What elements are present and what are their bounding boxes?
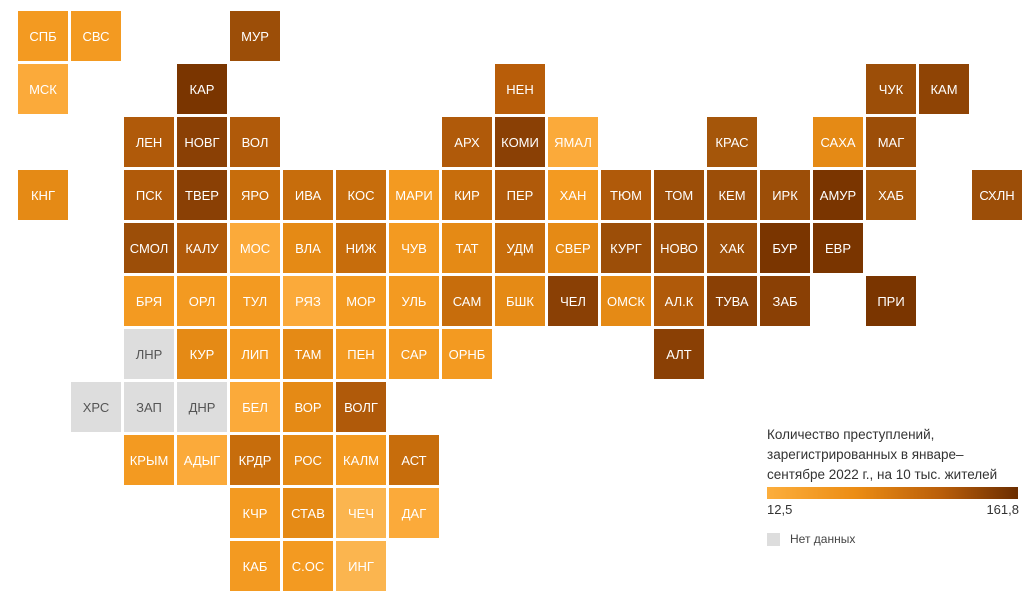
legend-scale-labels: 12,5 161,8 xyxy=(767,502,1019,520)
region-tile: ОМСК xyxy=(601,276,651,326)
region-tile: ПРИ xyxy=(866,276,916,326)
region-tile: КАБ xyxy=(230,541,280,591)
region-tile: ИВА xyxy=(283,170,333,220)
region-tile: КАМ xyxy=(919,64,969,114)
region-tile: САХА xyxy=(813,117,863,167)
region-tile: САР xyxy=(389,329,439,379)
region-tile: БРЯ xyxy=(124,276,174,326)
legend: Количество преступлений, зарегистрирован… xyxy=(767,425,1019,546)
region-tile: КИР xyxy=(442,170,492,220)
region-tile: ТАТ xyxy=(442,223,492,273)
region-tile: ТЮМ xyxy=(601,170,651,220)
region-tile: КНГ xyxy=(18,170,68,220)
region-tile: С.ОС xyxy=(283,541,333,591)
region-tile: СВЕР xyxy=(548,223,598,273)
region-tile: НОВГ xyxy=(177,117,227,167)
region-tile: СХЛН xyxy=(972,170,1022,220)
region-tile: ЧУК xyxy=(866,64,916,114)
region-tile: БЕЛ xyxy=(230,382,280,432)
region-tile: КРЫМ xyxy=(124,435,174,485)
region-tile: СТАВ xyxy=(283,488,333,538)
legend-title: Количество преступлений, зарегистрирован… xyxy=(767,427,998,482)
region-tile: КЕМ xyxy=(707,170,757,220)
region-tile: АЛ.К xyxy=(654,276,704,326)
region-tile: МАГ xyxy=(866,117,916,167)
region-tile: КЧР xyxy=(230,488,280,538)
region-tile: ЯРО xyxy=(230,170,280,220)
region-tile: КРДР xyxy=(230,435,280,485)
region-tile: СВС xyxy=(71,11,121,61)
region-tile: ЕВР xyxy=(813,223,863,273)
region-tile: КУР xyxy=(177,329,227,379)
region-tile: НОВО xyxy=(654,223,704,273)
region-tile: ОРНБ xyxy=(442,329,492,379)
region-tile: ИРК xyxy=(760,170,810,220)
region-tile: НИЖ xyxy=(336,223,386,273)
region-tile: ЛИП xyxy=(230,329,280,379)
region-tile: МУР xyxy=(230,11,280,61)
region-tile: ПСК xyxy=(124,170,174,220)
region-tile: ВОЛГ xyxy=(336,382,386,432)
legend-nodata-label: Нет данных xyxy=(790,532,856,546)
region-tile: СПБ xyxy=(18,11,68,61)
region-tile: БШК xyxy=(495,276,545,326)
region-tile: ЛНР xyxy=(124,329,174,379)
region-tile: ЧЕЧ xyxy=(336,488,386,538)
region-tile: КАЛМ xyxy=(336,435,386,485)
region-tile: ЗАП xyxy=(124,382,174,432)
region-tile: ТОМ xyxy=(654,170,704,220)
region-tile: ТВЕР xyxy=(177,170,227,220)
legend-nodata: Нет данных xyxy=(767,532,1019,546)
region-tile: МСК xyxy=(18,64,68,114)
region-tile: ЧУВ xyxy=(389,223,439,273)
region-tile: КОС xyxy=(336,170,386,220)
region-tile: АРХ xyxy=(442,117,492,167)
region-tile: ПЕР xyxy=(495,170,545,220)
region-tile: БУР xyxy=(760,223,810,273)
region-tile: ХАК xyxy=(707,223,757,273)
legend-min-label: 12,5 xyxy=(767,502,793,517)
region-tile: ЛЕН xyxy=(124,117,174,167)
region-tile: ТУЛ xyxy=(230,276,280,326)
region-tile: КАР xyxy=(177,64,227,114)
region-tile: ЗАБ xyxy=(760,276,810,326)
region-tile: КРАС xyxy=(707,117,757,167)
region-tile: КОМИ xyxy=(495,117,545,167)
region-tile: ЧЕЛ xyxy=(548,276,598,326)
region-tile: АДЫГ xyxy=(177,435,227,485)
region-tile: САМ xyxy=(442,276,492,326)
region-tile: ТУВА xyxy=(707,276,757,326)
region-tile: РОС xyxy=(283,435,333,485)
legend-max-label: 161,8 xyxy=(986,502,1019,517)
region-tile: ИНГ xyxy=(336,541,386,591)
region-tile: АСТ xyxy=(389,435,439,485)
region-tile: КАЛУ xyxy=(177,223,227,273)
legend-color-scale xyxy=(767,487,1018,499)
region-tile: НЕН xyxy=(495,64,545,114)
region-tile: УЛЬ xyxy=(389,276,439,326)
region-tile: ХРС xyxy=(71,382,121,432)
region-tile: СМОЛ xyxy=(124,223,174,273)
region-tile: ХАН xyxy=(548,170,598,220)
region-tile: ТАМ xyxy=(283,329,333,379)
region-tile: ВЛА xyxy=(283,223,333,273)
region-tile: МОС xyxy=(230,223,280,273)
region-tile: МОР xyxy=(336,276,386,326)
region-tile: ЯМАЛ xyxy=(548,117,598,167)
region-tile: КУРГ xyxy=(601,223,651,273)
region-tile: РЯЗ xyxy=(283,276,333,326)
region-tile: УДМ xyxy=(495,223,545,273)
region-tile: МАРИ xyxy=(389,170,439,220)
nodata-swatch xyxy=(767,532,780,546)
region-tile: ПЕН xyxy=(336,329,386,379)
region-tile: ХАБ xyxy=(866,170,916,220)
region-tile: ВОР xyxy=(283,382,333,432)
region-tile: АЛТ xyxy=(654,329,704,379)
region-tile: ДНР xyxy=(177,382,227,432)
region-tile: ОРЛ xyxy=(177,276,227,326)
region-tile: ДАГ xyxy=(389,488,439,538)
region-tile: ВОЛ xyxy=(230,117,280,167)
region-tile: АМУР xyxy=(813,170,863,220)
